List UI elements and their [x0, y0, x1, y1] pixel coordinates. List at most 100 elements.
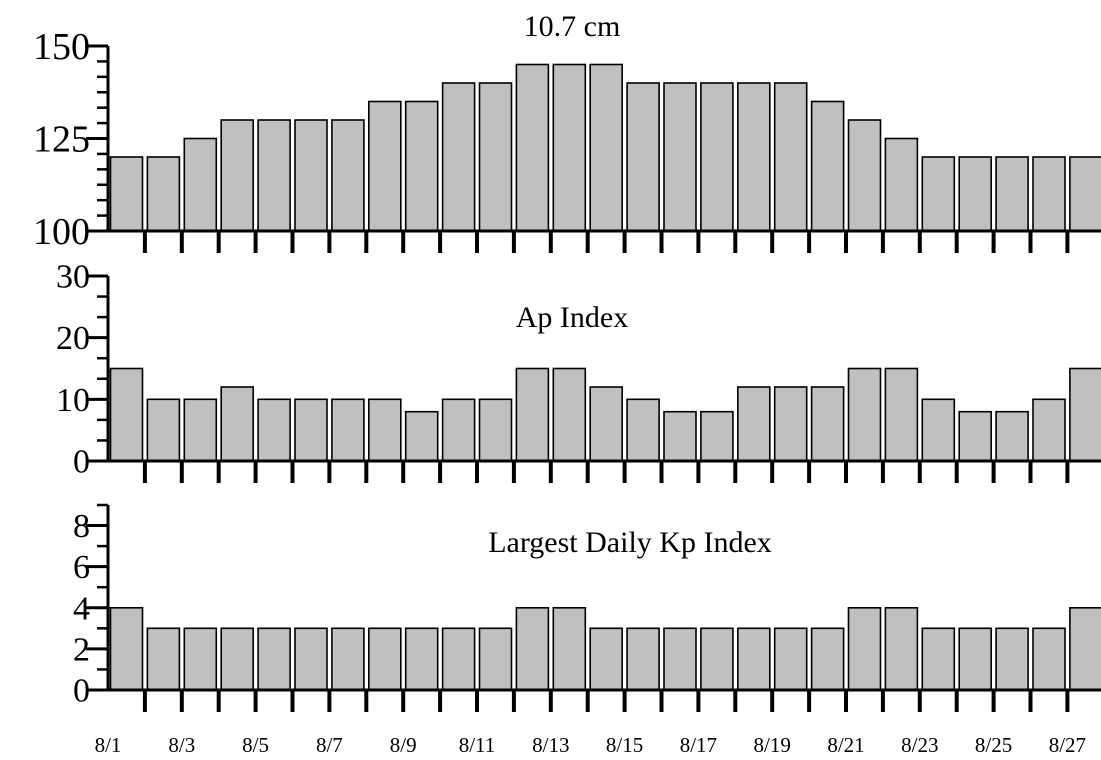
bar-0-23 — [958, 156, 993, 232]
y-tick-label-2-2: 4 — [73, 590, 90, 627]
bar-0-12 — [552, 63, 587, 232]
bar-0-10 — [478, 82, 513, 232]
bar-0-19 — [810, 100, 845, 232]
y-tick-label-1-3: 30 — [56, 259, 90, 296]
bar-0-20 — [847, 119, 882, 232]
bar-1-16 — [700, 410, 734, 462]
x-tick-label-1: 8/3 — [168, 733, 195, 757]
bar-1-1 — [146, 398, 181, 462]
bar-0-2 — [183, 137, 218, 232]
bar-0-22 — [921, 156, 956, 232]
y-tick-label-0-2: 150 — [33, 26, 90, 68]
bar-0-4 — [257, 119, 291, 232]
bar-1-7 — [367, 398, 402, 462]
bar-1-2 — [183, 398, 218, 462]
bar-1-20 — [847, 367, 882, 462]
bar-1-17 — [736, 386, 771, 462]
bar-0-9 — [441, 82, 476, 232]
bar-2-14 — [626, 627, 660, 691]
y-tick-label-2-1: 2 — [73, 631, 90, 668]
bar-2-10 — [478, 627, 513, 691]
x-tick-label-2: 8/5 — [242, 733, 269, 757]
bar-2-20 — [847, 606, 882, 691]
bar-0-26 — [1069, 156, 1101, 232]
panel-0-title: 10.7 cm — [524, 10, 621, 43]
y-tick-label-1-0: 0 — [73, 444, 90, 481]
bar-0-16 — [700, 82, 734, 232]
bar-0-0 — [109, 156, 144, 232]
bar-0-25 — [1032, 156, 1066, 232]
x-tick-label-8: 8/17 — [680, 733, 717, 757]
bar-2-23 — [958, 627, 993, 691]
bar-2-7 — [367, 627, 402, 691]
bar-0-5 — [294, 119, 328, 232]
bar-2-1 — [146, 627, 181, 691]
bar-1-10 — [478, 398, 513, 462]
bar-0-14 — [626, 82, 660, 232]
y-tick-label-1-1: 10 — [56, 382, 90, 419]
bar-1-5 — [294, 398, 328, 462]
bar-1-13 — [589, 386, 624, 462]
bar-2-18 — [773, 627, 808, 691]
bar-1-0 — [109, 367, 144, 462]
bar-0-24 — [995, 156, 1029, 232]
x-tick-label-10: 8/21 — [827, 733, 864, 757]
bar-2-13 — [589, 627, 624, 691]
y-tick-label-2-0: 0 — [73, 673, 90, 710]
bar-2-0 — [109, 606, 144, 691]
bar-2-25 — [1032, 627, 1066, 691]
bar-2-22 — [921, 627, 956, 691]
bar-1-12 — [552, 367, 587, 462]
bar-1-14 — [626, 398, 660, 462]
x-tick-label-4: 8/9 — [390, 733, 417, 757]
x-tick-label-11: 8/23 — [901, 733, 938, 757]
bar-2-3 — [220, 627, 254, 691]
bar-2-2 — [183, 627, 218, 691]
bar-0-6 — [331, 119, 365, 232]
x-tick-label-6: 8/13 — [532, 733, 569, 757]
y-tick-label-1-2: 20 — [56, 320, 90, 357]
bar-1-6 — [331, 398, 365, 462]
x-tick-label-9: 8/19 — [754, 733, 791, 757]
x-tick-label-0: 8/1 — [95, 733, 122, 757]
bar-2-12 — [552, 606, 587, 691]
x-tick-label-13: 8/27 — [1049, 733, 1086, 757]
y-tick-label-2-3: 6 — [73, 549, 90, 586]
bar-2-16 — [700, 627, 734, 691]
bar-0-15 — [663, 82, 697, 232]
x-tick-label-3: 8/7 — [316, 733, 343, 757]
bar-0-11 — [515, 63, 550, 232]
x-tick-label-12: 8/25 — [975, 733, 1012, 757]
bar-2-5 — [294, 627, 328, 691]
bar-0-7 — [367, 100, 402, 232]
bar-0-13 — [589, 63, 624, 232]
bar-2-26 — [1069, 606, 1101, 691]
bar-1-9 — [441, 398, 476, 462]
bar-1-15 — [663, 410, 697, 462]
bar-1-23 — [958, 410, 993, 462]
panel-2-title: Largest Daily Kp Index — [488, 526, 772, 559]
bar-2-17 — [736, 627, 771, 691]
x-tick-label-7: 8/15 — [606, 733, 643, 757]
bar-1-19 — [810, 386, 845, 462]
bar-2-9 — [441, 627, 476, 691]
y-tick-label-2-4: 8 — [73, 508, 90, 545]
bar-0-8 — [404, 100, 439, 232]
bar-2-24 — [995, 627, 1029, 691]
bar-2-4 — [257, 627, 291, 691]
bar-2-11 — [515, 606, 550, 691]
y-tick-label-0-0: 100 — [33, 211, 90, 253]
panel-1-title: Ap Index — [516, 301, 628, 334]
bar-0-21 — [884, 137, 919, 232]
bar-2-21 — [884, 606, 919, 691]
bar-0-17 — [736, 82, 771, 232]
bar-1-11 — [515, 367, 550, 462]
y-tick-label-0-1: 125 — [33, 118, 90, 160]
bar-0-18 — [773, 82, 808, 232]
bar-1-25 — [1032, 398, 1066, 462]
bar-2-19 — [810, 627, 845, 691]
bar-1-18 — [773, 386, 808, 462]
bar-2-8 — [404, 627, 439, 691]
bar-0-3 — [220, 119, 254, 232]
bar-1-24 — [995, 410, 1029, 462]
